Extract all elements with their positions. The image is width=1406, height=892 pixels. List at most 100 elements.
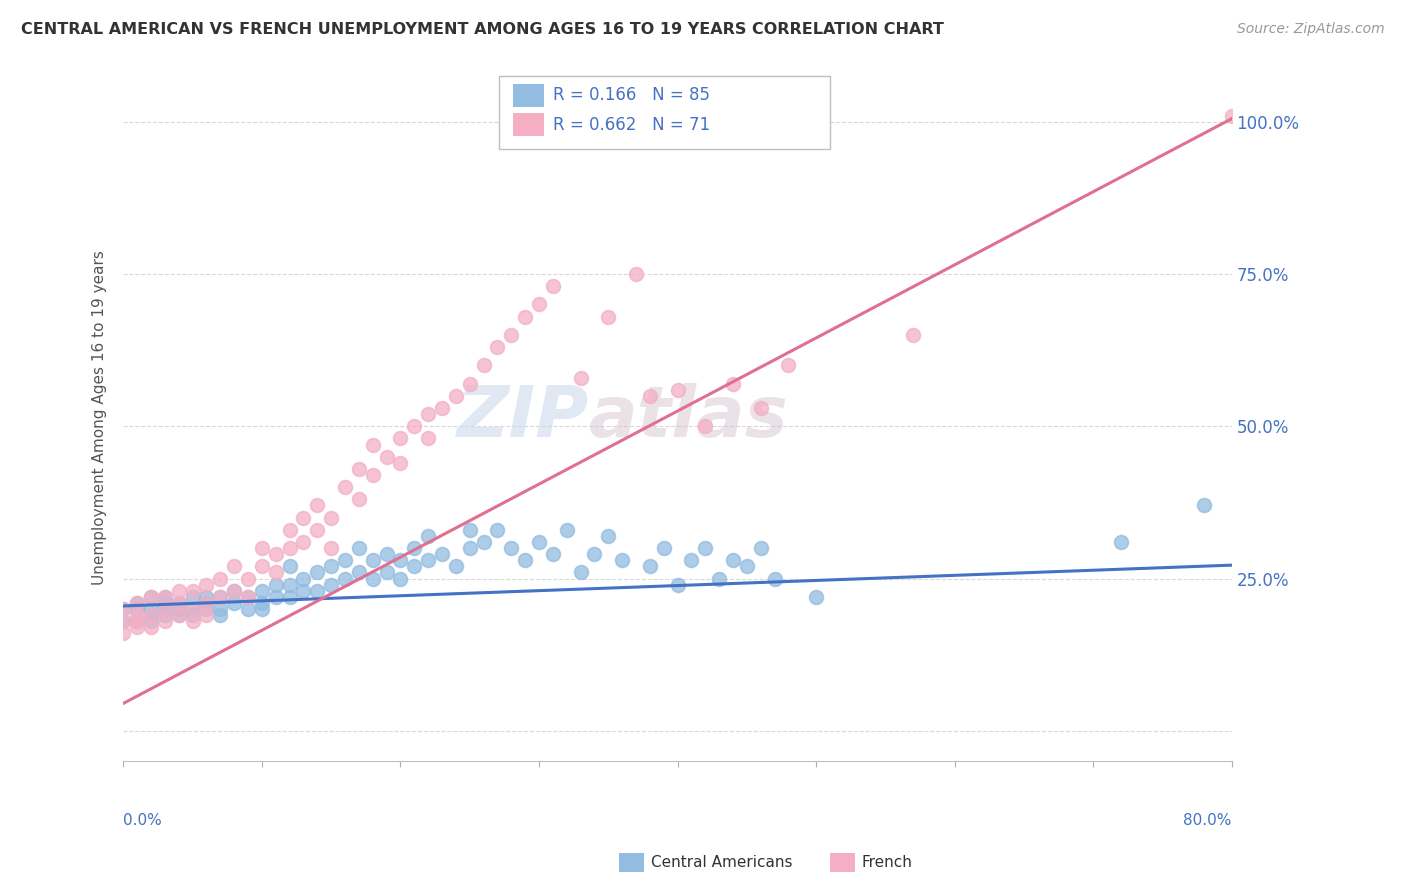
Point	[139, 608, 162, 623]
Point	[389, 553, 412, 567]
Point	[224, 596, 246, 610]
Text: R = 0.166   N = 85: R = 0.166 N = 85	[553, 87, 710, 104]
Point	[458, 541, 481, 555]
Point	[333, 572, 356, 586]
Point	[458, 523, 481, 537]
Point	[361, 572, 384, 586]
Point	[112, 602, 135, 616]
Point	[195, 608, 218, 623]
Point	[541, 279, 564, 293]
Point	[167, 583, 190, 598]
Point	[127, 596, 149, 610]
Point	[167, 608, 190, 623]
Point	[181, 602, 204, 616]
Point	[361, 553, 384, 567]
Point	[236, 590, 259, 604]
Point	[278, 541, 301, 555]
Point	[236, 590, 259, 604]
Point	[778, 359, 800, 373]
Point	[501, 327, 523, 342]
Point	[209, 608, 232, 623]
Point	[804, 590, 827, 604]
Point	[209, 590, 232, 604]
Point	[430, 401, 453, 415]
Point	[153, 608, 176, 623]
Point	[598, 310, 620, 324]
Point	[695, 419, 717, 434]
Point	[1109, 535, 1132, 549]
Point	[416, 553, 439, 567]
Point	[416, 529, 439, 543]
Point	[153, 602, 176, 616]
Point	[195, 596, 218, 610]
Point	[763, 572, 786, 586]
Point	[167, 596, 190, 610]
Point	[278, 590, 301, 604]
Point	[292, 583, 315, 598]
Point	[681, 553, 703, 567]
Point	[513, 553, 536, 567]
Point	[181, 590, 204, 604]
Point	[236, 572, 259, 586]
Point	[264, 577, 287, 591]
Point	[127, 620, 149, 634]
Point	[652, 541, 675, 555]
Point	[250, 602, 273, 616]
Point	[264, 547, 287, 561]
Point	[236, 602, 259, 616]
Point	[527, 535, 550, 549]
Point	[416, 432, 439, 446]
Point	[112, 614, 135, 628]
Point	[139, 590, 162, 604]
Point	[361, 468, 384, 483]
Point	[735, 559, 758, 574]
Point	[167, 602, 190, 616]
Point	[264, 566, 287, 580]
Point	[333, 480, 356, 494]
Point	[209, 602, 232, 616]
Point	[292, 572, 315, 586]
Text: Central Americans: Central Americans	[651, 855, 793, 870]
Point	[224, 559, 246, 574]
Point	[153, 590, 176, 604]
Point	[666, 577, 689, 591]
Point	[404, 541, 426, 555]
Text: French: French	[862, 855, 912, 870]
Text: CENTRAL AMERICAN VS FRENCH UNEMPLOYMENT AMONG AGES 16 TO 19 YEARS CORRELATION CH: CENTRAL AMERICAN VS FRENCH UNEMPLOYMENT …	[21, 22, 943, 37]
Point	[278, 523, 301, 537]
Point	[181, 583, 204, 598]
Point	[749, 401, 772, 415]
Point	[347, 492, 370, 507]
Point	[569, 370, 592, 384]
Point	[638, 389, 661, 403]
Text: 80.0%: 80.0%	[1184, 813, 1232, 828]
Point	[333, 553, 356, 567]
Point	[375, 450, 398, 464]
Point	[361, 437, 384, 451]
Point	[139, 614, 162, 628]
Point	[181, 608, 204, 623]
Text: R = 0.662   N = 71: R = 0.662 N = 71	[553, 116, 710, 134]
Point	[250, 596, 273, 610]
Point	[486, 523, 509, 537]
Point	[527, 297, 550, 311]
Point	[278, 559, 301, 574]
Y-axis label: Unemployment Among Ages 16 to 19 years: Unemployment Among Ages 16 to 19 years	[93, 250, 107, 584]
Point	[486, 340, 509, 354]
Point	[347, 541, 370, 555]
Point	[153, 590, 176, 604]
Point	[389, 456, 412, 470]
Point	[430, 547, 453, 561]
Point	[224, 583, 246, 598]
Point	[292, 510, 315, 524]
Point	[695, 541, 717, 555]
Point	[127, 608, 149, 623]
Point	[416, 407, 439, 421]
Point	[389, 432, 412, 446]
Point	[749, 541, 772, 555]
Point	[569, 566, 592, 580]
Point	[321, 541, 343, 555]
Point	[153, 614, 176, 628]
Point	[610, 553, 633, 567]
Point	[404, 419, 426, 434]
